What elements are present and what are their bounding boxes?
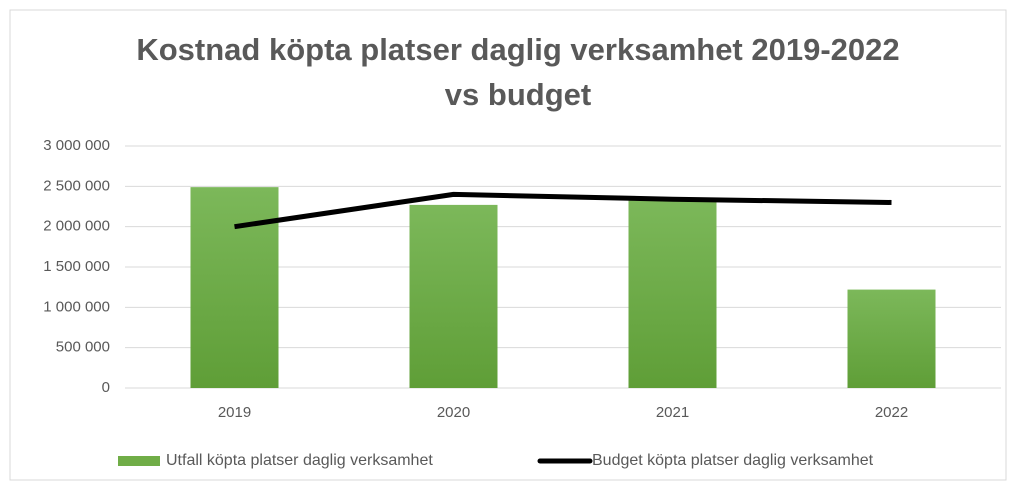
y-tick-label: 2 500 000 [43, 177, 110, 194]
bar [847, 289, 936, 388]
bar [409, 204, 498, 388]
chart-border [9, 9, 1007, 481]
bar [190, 187, 279, 388]
y-tick-label: 1 500 000 [43, 258, 110, 275]
x-tick-label: 2020 [437, 404, 470, 421]
y-tick-label: 1 000 000 [43, 298, 110, 315]
y-tick-label: 500 000 [56, 339, 110, 356]
bar [628, 198, 717, 388]
line [234, 191, 892, 230]
x-tick-label: 2021 [656, 404, 689, 421]
legend-label: Budget köpta platser daglig verksamhet [592, 452, 874, 469]
y-tick-label: 2 000 000 [43, 218, 110, 235]
y-tick-label: 3 000 000 [43, 137, 110, 154]
legend-label: Utfall köpta platser daglig verksamhet [166, 452, 433, 469]
chart-title: Kostnad köpta platser daglig verksamhet … [136, 32, 899, 67]
chart-title: vs budget [445, 77, 591, 112]
x-tick-label: 2022 [875, 404, 908, 421]
y-tick-label: 0 [102, 379, 110, 396]
legend-swatch [118, 456, 160, 466]
x-tick-label: 2019 [218, 404, 251, 421]
